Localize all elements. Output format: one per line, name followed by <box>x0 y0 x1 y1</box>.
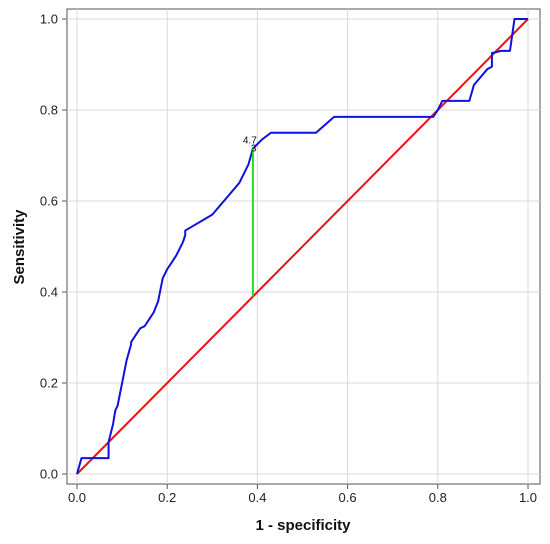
y-tick-label: 1.0 <box>40 12 58 27</box>
y-axis-label: Sensitivity <box>11 209 28 285</box>
y-axis-ticks: 0.0 0.2 0.4 0.6 0.8 1.0 <box>40 12 67 482</box>
y-tick-label: 0.2 <box>40 376 58 391</box>
roc-curve <box>76 18 528 475</box>
x-tick-label: 0.2 <box>158 490 176 505</box>
y-tick-label: 0.6 <box>40 194 58 209</box>
y-tick-label: 0.8 <box>40 103 58 118</box>
grid-lines <box>67 9 540 484</box>
x-axis-label: 1 - specificity <box>255 517 351 534</box>
x-axis-ticks: 0.0 0.2 0.4 0.6 0.8 1.0 <box>68 484 537 505</box>
x-tick-label: 0.4 <box>248 490 266 505</box>
y-tick-label: 0.4 <box>40 285 58 300</box>
y-tick-label: 0.0 <box>40 467 58 482</box>
cutoff-annotation-sub: 3 <box>251 144 257 155</box>
x-tick-label: 0.6 <box>339 490 357 505</box>
x-tick-label: 0.0 <box>68 490 86 505</box>
reference-line <box>76 18 529 475</box>
x-tick-label: 0.8 <box>429 490 447 505</box>
x-tick-label: 1.0 <box>519 490 537 505</box>
cutoff-annotation-value: 4.7 <box>243 136 257 147</box>
